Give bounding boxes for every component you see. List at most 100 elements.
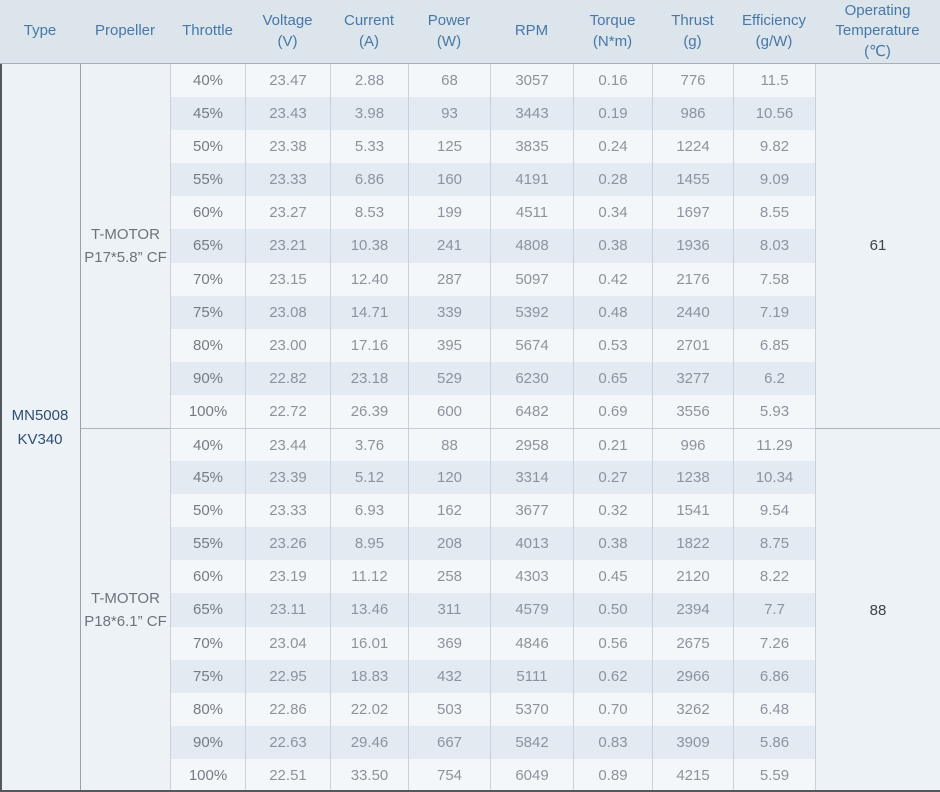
efficiency-cell: 5.86 <box>733 725 815 759</box>
thrust-cell: 2701 <box>652 328 733 362</box>
col-header-thrust: Thrust (g) <box>652 0 733 64</box>
thrust-cell: 3277 <box>652 361 733 395</box>
motor-type-cell: MN5008 KV340 <box>0 64 80 792</box>
torque-cell: 0.42 <box>573 262 652 296</box>
torque-cell: 0.70 <box>573 692 652 726</box>
torque-cell: 0.34 <box>573 196 652 230</box>
rpm-cell: 4013 <box>490 527 573 561</box>
rpm-cell: 4808 <box>490 229 573 263</box>
col-header-propeller: Propeller <box>80 0 170 64</box>
col-header-temperature: Operating Temperature (℃) <box>815 0 940 64</box>
torque-cell: 0.65 <box>573 361 652 395</box>
throttle-cell: 70% <box>170 262 245 296</box>
throttle-cell: 65% <box>170 593 245 627</box>
thrust-cell: 3262 <box>652 692 733 726</box>
torque-cell: 0.19 <box>573 97 652 131</box>
rpm-cell: 6049 <box>490 758 573 792</box>
efficiency-cell: 9.82 <box>733 130 815 164</box>
current-cell: 11.12 <box>330 560 408 594</box>
current-cell: 3.98 <box>330 97 408 131</box>
current-cell: 8.95 <box>330 527 408 561</box>
rpm-cell: 3835 <box>490 130 573 164</box>
throttle-cell: 90% <box>170 361 245 395</box>
efficiency-cell: 8.03 <box>733 229 815 263</box>
torque-cell: 0.50 <box>573 593 652 627</box>
power-cell: 369 <box>408 626 490 660</box>
rpm-cell: 3443 <box>490 97 573 131</box>
efficiency-cell: 7.19 <box>733 295 815 329</box>
power-cell: 754 <box>408 758 490 792</box>
efficiency-cell: 11.5 <box>733 64 815 98</box>
propeller-cell-p17: T-MOTOR P17*5.8” CF <box>80 64 170 428</box>
voltage-cell: 23.21 <box>245 229 330 263</box>
torque-cell: 0.83 <box>573 725 652 759</box>
thrust-cell: 1541 <box>652 494 733 528</box>
thrust-cell: 3556 <box>652 394 733 428</box>
thrust-cell: 996 <box>652 427 733 462</box>
propeller-cell-p18: T-MOTOR P18*6.1” CF <box>80 427 170 792</box>
efficiency-cell: 6.86 <box>733 659 815 693</box>
throttle-cell: 55% <box>170 527 245 561</box>
rpm-cell: 6230 <box>490 361 573 395</box>
efficiency-cell: 8.55 <box>733 196 815 230</box>
voltage-cell: 23.47 <box>245 64 330 98</box>
thrust-cell: 4215 <box>652 758 733 792</box>
rpm-cell: 5674 <box>490 328 573 362</box>
power-cell: 395 <box>408 328 490 362</box>
throttle-cell: 50% <box>170 130 245 164</box>
rpm-cell: 4579 <box>490 593 573 627</box>
col-header-torque: Torque (N*m) <box>573 0 652 64</box>
torque-cell: 0.21 <box>573 427 652 462</box>
power-cell: 93 <box>408 97 490 131</box>
throttle-cell: 90% <box>170 725 245 759</box>
throttle-cell: 65% <box>170 229 245 263</box>
voltage-cell: 23.27 <box>245 196 330 230</box>
voltage-cell: 23.38 <box>245 130 330 164</box>
current-cell: 23.18 <box>330 361 408 395</box>
power-cell: 432 <box>408 659 490 693</box>
voltage-cell: 23.08 <box>245 295 330 329</box>
voltage-cell: 22.86 <box>245 692 330 726</box>
power-cell: 68 <box>408 64 490 98</box>
voltage-cell: 23.44 <box>245 427 330 462</box>
rpm-cell: 2958 <box>490 427 573 462</box>
throttle-cell: 40% <box>170 427 245 462</box>
throttle-cell: 60% <box>170 196 245 230</box>
col-header-throttle: Throttle <box>170 0 245 64</box>
torque-cell: 0.24 <box>573 130 652 164</box>
torque-cell: 0.45 <box>573 560 652 594</box>
rpm-cell: 3314 <box>490 461 573 495</box>
efficiency-cell: 6.85 <box>733 328 815 362</box>
thrust-cell: 2440 <box>652 295 733 329</box>
efficiency-cell: 5.93 <box>733 394 815 428</box>
thrust-cell: 1697 <box>652 196 733 230</box>
efficiency-cell: 10.56 <box>733 97 815 131</box>
current-cell: 6.86 <box>330 163 408 197</box>
torque-cell: 0.32 <box>573 494 652 528</box>
torque-cell: 0.62 <box>573 659 652 693</box>
current-cell: 3.76 <box>330 427 408 462</box>
efficiency-cell: 7.58 <box>733 262 815 296</box>
current-cell: 5.33 <box>330 130 408 164</box>
rpm-cell: 5370 <box>490 692 573 726</box>
efficiency-cell: 8.75 <box>733 527 815 561</box>
voltage-cell: 23.39 <box>245 461 330 495</box>
current-cell: 26.39 <box>330 394 408 428</box>
rpm-cell: 4846 <box>490 626 573 660</box>
power-cell: 88 <box>408 427 490 462</box>
rpm-cell: 4303 <box>490 560 573 594</box>
thrust-cell: 776 <box>652 64 733 98</box>
rpm-cell: 3677 <box>490 494 573 528</box>
efficiency-cell: 9.09 <box>733 163 815 197</box>
throttle-cell: 80% <box>170 692 245 726</box>
power-cell: 311 <box>408 593 490 627</box>
rpm-cell: 5111 <box>490 659 573 693</box>
torque-cell: 0.56 <box>573 626 652 660</box>
current-cell: 18.83 <box>330 659 408 693</box>
throttle-cell: 45% <box>170 461 245 495</box>
torque-cell: 0.16 <box>573 64 652 98</box>
throttle-cell: 40% <box>170 64 245 98</box>
throttle-cell: 75% <box>170 295 245 329</box>
thrust-cell: 1224 <box>652 130 733 164</box>
col-header-current: Current (A) <box>330 0 408 64</box>
